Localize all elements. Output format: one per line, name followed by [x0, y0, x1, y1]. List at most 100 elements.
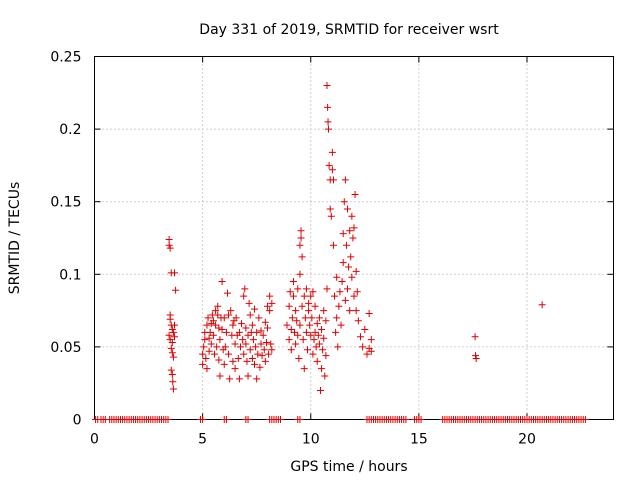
- data-point: [240, 292, 248, 300]
- data-point: [259, 331, 267, 339]
- data-point: [322, 317, 330, 325]
- data-point: [200, 343, 208, 351]
- data-point: [202, 355, 210, 363]
- data-point: [285, 336, 293, 344]
- data-point: [318, 365, 326, 373]
- data-point: [307, 292, 315, 300]
- data-point: [329, 241, 337, 249]
- data-point: [261, 357, 269, 365]
- data-point: [350, 292, 358, 300]
- data-point: [299, 336, 307, 344]
- data-point: [168, 339, 176, 347]
- data-point: [227, 307, 235, 315]
- data-point: [205, 347, 213, 355]
- data-point: [304, 346, 312, 354]
- data-point: [324, 125, 332, 133]
- data-point: [340, 198, 348, 206]
- data-point: [417, 416, 425, 423]
- data-point: [245, 299, 253, 307]
- data-point: [318, 325, 326, 333]
- data-point: [249, 336, 257, 344]
- data-point: [300, 292, 308, 300]
- data-point: [253, 328, 261, 336]
- data-point: [221, 343, 229, 351]
- data-point: [326, 205, 334, 213]
- data-point: [207, 340, 215, 348]
- data-point: [294, 331, 302, 339]
- gridlines: [94, 56, 614, 420]
- data-point: [216, 336, 224, 344]
- data-point: [229, 321, 237, 329]
- data-point: [310, 336, 318, 344]
- data-point: [296, 416, 304, 423]
- data-point: [264, 302, 271, 310]
- data-point: [239, 336, 247, 344]
- data-point: [266, 292, 274, 300]
- data-point: [324, 118, 332, 126]
- data-point: [320, 334, 328, 342]
- data-point: [288, 314, 296, 322]
- x-tick-label: 20: [518, 432, 536, 448]
- data-point: [302, 328, 310, 336]
- data-point: [352, 307, 360, 315]
- data-point: [345, 263, 353, 271]
- data-point: [266, 307, 274, 315]
- data-point: [223, 289, 231, 297]
- data-point: [203, 365, 211, 373]
- data-point: [316, 386, 324, 394]
- data-point: [293, 317, 301, 325]
- data-point: [199, 416, 207, 423]
- data-point: [349, 234, 357, 242]
- data-point: [341, 296, 349, 304]
- data-point: [347, 253, 355, 261]
- data-point: [367, 347, 375, 355]
- data-point: [209, 317, 217, 325]
- y-tick-label: 0.1: [59, 267, 81, 283]
- data-point: [213, 343, 221, 351]
- data-point: [336, 288, 344, 296]
- data-point: [295, 355, 303, 363]
- data-point: [346, 227, 354, 235]
- data-point: [262, 339, 270, 347]
- data-point: [335, 302, 343, 310]
- data-point: [168, 370, 176, 378]
- data-point: [257, 340, 265, 348]
- data-point: [171, 333, 179, 341]
- data-point: [218, 325, 226, 333]
- data-point: [323, 82, 331, 90]
- data-point: [235, 375, 243, 383]
- data-point: [212, 307, 220, 315]
- data-point: [231, 340, 239, 348]
- data-point: [354, 317, 362, 325]
- data-point: [168, 349, 176, 357]
- data-point: [328, 166, 336, 174]
- data-point: [246, 346, 254, 354]
- data-point: [300, 365, 308, 373]
- data-point: [327, 212, 335, 220]
- data-point: [324, 103, 332, 111]
- data-point: [267, 340, 275, 348]
- data-point: [292, 340, 300, 348]
- data-point: [235, 328, 243, 336]
- data-point: [241, 285, 249, 293]
- data-point: [215, 356, 223, 364]
- data-point: [220, 360, 228, 368]
- y-tick-label: 0.2: [59, 122, 81, 138]
- data-point: [205, 334, 213, 342]
- data-point: [166, 315, 174, 323]
- data-point: [338, 278, 346, 286]
- data-point: [297, 227, 305, 235]
- x-tick-label: 10: [302, 432, 320, 448]
- data-point: [254, 350, 262, 358]
- data-point: [212, 321, 220, 329]
- data-point: [333, 273, 341, 281]
- data-point: [337, 321, 345, 329]
- data-point: [264, 324, 271, 332]
- data-point: [297, 234, 305, 242]
- data-point: [289, 278, 297, 286]
- data-point: [305, 299, 313, 307]
- data-point: [201, 336, 209, 344]
- data-point: [169, 378, 177, 386]
- data-point: [215, 324, 223, 332]
- data-point: [365, 310, 373, 318]
